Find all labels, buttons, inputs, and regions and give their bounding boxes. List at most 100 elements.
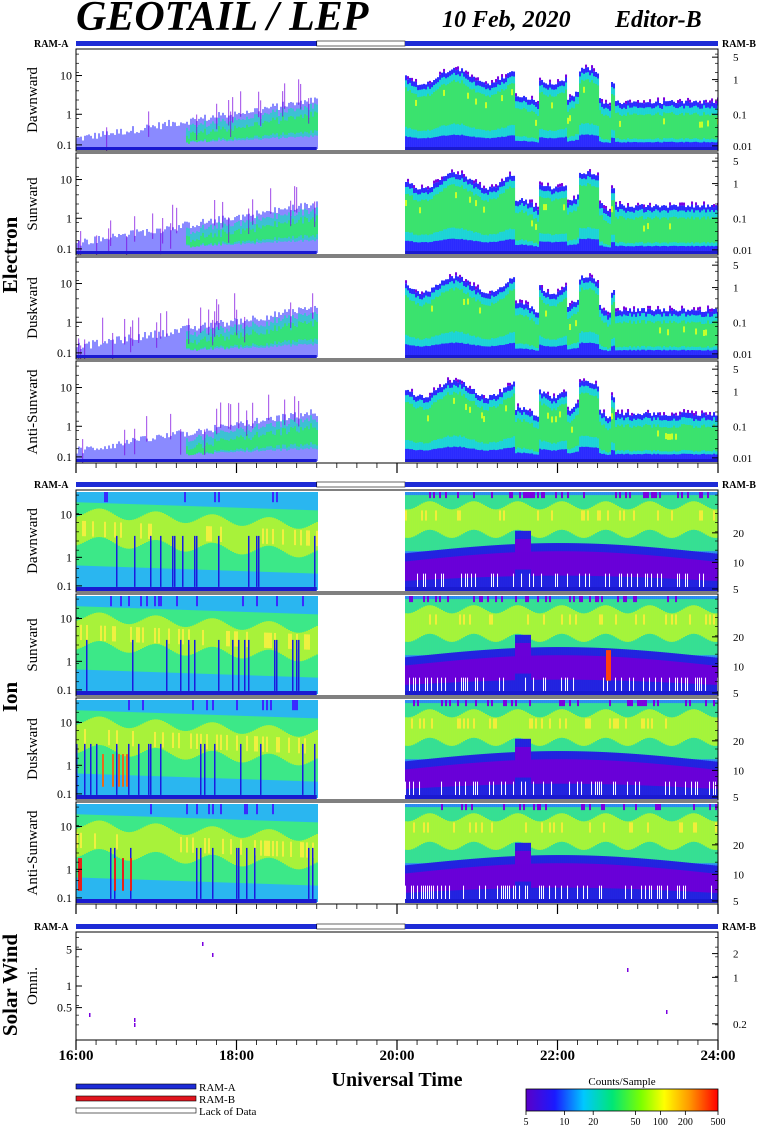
x-tick-label: 18:00 xyxy=(219,1048,254,1064)
ram-status-bar-1: RAM-A RAM-B xyxy=(34,480,756,491)
spectrogram-data xyxy=(76,804,718,903)
panel-ion-sunward: 0.1 1 10 5 10 20 Sunward xyxy=(25,593,745,700)
y-tick-left-label: 10 xyxy=(60,277,72,291)
colorbar-ticks: 5 10 20 50 100 200 500 xyxy=(524,1111,726,1128)
x-axis-title: Universal Time xyxy=(332,1069,463,1091)
y-tick-left-label: 0.5 xyxy=(57,1001,72,1015)
figure-title: GEOTAIL / LEP xyxy=(76,0,369,40)
colorbar-tick-label: 20 xyxy=(588,1117,598,1128)
colorbar-tick-label: 200 xyxy=(678,1117,693,1128)
panel-label: Sunward xyxy=(25,618,41,672)
ram-a-segment xyxy=(405,482,718,487)
panel-ion-anti-sunward: 0.1 1 10 5 10 20 Anti-Sunward xyxy=(25,801,745,908)
y-tick-right-label: 5 xyxy=(733,896,739,908)
panel-label: Dawnward xyxy=(25,508,41,574)
spectrogram-data xyxy=(76,169,718,255)
x-tick-label: 16:00 xyxy=(59,1048,94,1064)
y-tick-left-label: 1 xyxy=(66,654,72,668)
panel-ion-dawnward: 0.1 1 10 5 10 20 Dawnward xyxy=(25,489,745,596)
y-tick-left-label: 1 xyxy=(66,758,72,772)
panel-label: Anti-Sunward xyxy=(25,369,41,454)
ram-b-label: RAM-B xyxy=(722,39,756,50)
panel-electron-sunward: 0.1 1 10 0.01 0.1 1 5 Sunward xyxy=(25,152,752,257)
spectrogram-data xyxy=(76,596,718,695)
y-tick-right-label: 1 xyxy=(733,972,739,984)
legend-ram-b-swatch xyxy=(75,1095,197,1102)
colorbar-title: Counts/Sample xyxy=(588,1076,655,1088)
ram-status-bar-0: RAM-A RAM-B xyxy=(34,39,756,50)
y-tick-right-label: 0.01 xyxy=(733,141,752,153)
y-tick-right-label: 0.1 xyxy=(733,109,747,121)
y-tick-left-label: 10 xyxy=(60,69,72,83)
colorbar-tick-label: 50 xyxy=(630,1117,640,1128)
y-tick-left-label: 1 xyxy=(66,862,72,876)
y-tick-left-label: 10 xyxy=(60,611,72,625)
y-tick-left-label: 10 xyxy=(60,819,72,833)
y-tick-right-label: 5 xyxy=(733,688,739,700)
legend-lack-swatch xyxy=(75,1107,197,1114)
colorbar-tick-label: 500 xyxy=(711,1117,726,1128)
ram-status-bar-2: RAM-A RAM-B xyxy=(34,922,756,933)
y-tick-right-label: 1 xyxy=(733,387,739,399)
spectrogram-data xyxy=(76,64,718,151)
y-tick-right-label: 5 xyxy=(733,364,739,376)
y-tick-left-label: 10 xyxy=(60,715,72,729)
ram-a-label: RAM-A xyxy=(34,480,69,491)
y-tick-right-label: 5 xyxy=(733,156,739,168)
ram-a-label: RAM-A xyxy=(34,39,69,50)
colorbar-tick-label: 100 xyxy=(653,1117,668,1128)
y-tick-right-label: 0.1 xyxy=(733,213,747,225)
ram-a-segment xyxy=(76,41,317,46)
y-tick-right-label: 0.1 xyxy=(733,317,747,329)
y-tick-right-label: 5 xyxy=(733,584,739,596)
group-label: Solar Wind xyxy=(0,934,22,1036)
y-tick-right-label: 20 xyxy=(733,528,745,540)
y-tick-left-label: 1 xyxy=(66,211,72,225)
y-tick-right-label: 20 xyxy=(733,736,745,748)
legend-lack-label: Lack of Data xyxy=(199,1106,257,1118)
ram-a-segment xyxy=(76,482,317,487)
y-tick-left-label: 0.1 xyxy=(57,891,72,905)
y-tick-right-label: 0.01 xyxy=(733,245,752,257)
y-tick-right-label: 10 xyxy=(733,765,745,777)
y-tick-right-label: 5 xyxy=(733,52,739,64)
y-tick-left-label: 0.1 xyxy=(57,579,72,593)
ram-a-segment xyxy=(76,924,317,929)
x-tick-label: 20:00 xyxy=(380,1048,415,1064)
y-tick-right-label: 1 xyxy=(733,179,739,191)
y-tick-right-label: 20 xyxy=(733,840,745,852)
lack-of-data-segment xyxy=(316,923,406,930)
ram-a-label: RAM-A xyxy=(34,922,69,933)
y-tick-right-label: 0.01 xyxy=(733,453,752,465)
y-tick-right-label: 0.2 xyxy=(733,1019,747,1031)
ram-b-label: RAM-B xyxy=(722,480,756,491)
y-tick-left-label: 1 xyxy=(66,979,72,993)
y-tick-left-label: 1 xyxy=(66,419,72,433)
y-tick-right-label: 0.01 xyxy=(733,349,752,361)
x-tick-label: 24:00 xyxy=(701,1048,736,1064)
spectrogram-data xyxy=(89,942,668,1027)
panel-electron-duskward: 0.1 1 10 0.01 0.1 1 5 Duskward xyxy=(25,256,752,361)
ram-b-label: RAM-B xyxy=(722,922,756,933)
panel-label: Duskward xyxy=(25,718,41,780)
y-tick-right-label: 10 xyxy=(733,557,745,569)
y-tick-left-label: 10 xyxy=(60,381,72,395)
colorbar: Counts/Sample 5 10 20 50 100 200 500 xyxy=(524,1076,726,1128)
spectrogram-data xyxy=(76,700,718,799)
y-tick-right-label: 10 xyxy=(733,661,745,673)
y-tick-right-label: 5 xyxy=(733,792,739,804)
panels-layer: 0.1 1 10 0.01 0.1 1 5 Dawnward 0.1 1 10 0.01 0.1 1 5 Su… xyxy=(25,48,752,1041)
colorbar-tick-label: 10 xyxy=(559,1117,569,1128)
ram-a-segment xyxy=(405,924,718,929)
y-tick-left-label: 0.1 xyxy=(57,450,72,464)
y-tick-right-label: 20 xyxy=(733,632,745,644)
y-tick-left-label: 0.1 xyxy=(57,787,72,801)
y-tick-left-label: 1 xyxy=(66,550,72,564)
y-tick-right-label: 0.1 xyxy=(733,421,747,433)
y-tick-right-label: 1 xyxy=(733,75,739,87)
y-tick-right-label: 2 xyxy=(733,949,739,961)
panel-electron-dawnward: 0.1 1 10 0.01 0.1 1 5 Dawnward xyxy=(25,48,752,153)
spectrogram-data xyxy=(76,492,718,591)
group-label: Electron xyxy=(0,216,22,293)
